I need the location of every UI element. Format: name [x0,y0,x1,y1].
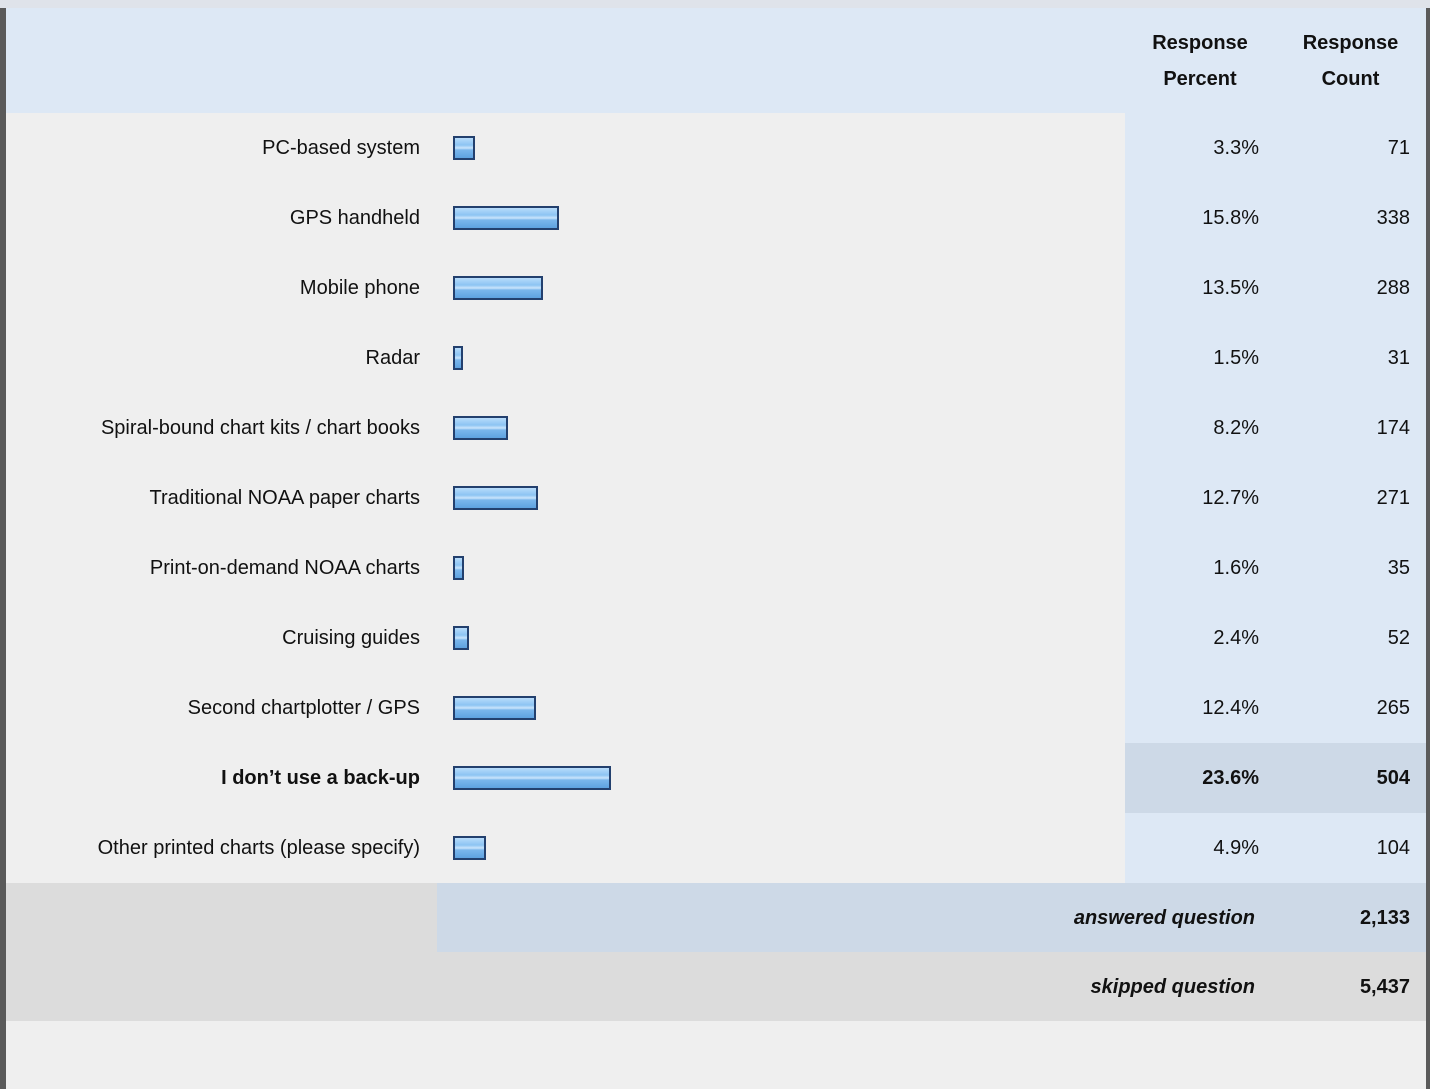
row-label: Mobile phone [299,277,420,299]
bar-cell [437,813,1125,883]
data-row: I don’t use a back-up 23.6% 504 [6,743,1426,813]
response-count: 338 [1275,183,1426,253]
bar-cell [437,323,1125,393]
skipped-count: 5,437 [1275,952,1426,1021]
data-row: GPS handheld 15.8% 338 [6,183,1426,253]
header-percent: Response Percent [1125,8,1275,113]
response-percent: 12.7% [1125,463,1275,533]
response-percent: 4.9% [1125,813,1275,883]
bar [453,626,470,650]
response-count: 104 [1275,813,1426,883]
bar-cell [437,183,1125,253]
response-count: 271 [1275,463,1426,533]
bar [453,416,508,440]
response-count: 52 [1275,603,1426,673]
bar [453,556,464,580]
answered-count: 2,133 [1275,883,1426,952]
response-count: 71 [1275,113,1426,183]
data-row: Spiral-bound chart kits / chart books 8.2… [6,393,1426,463]
response-count: 31 [1275,323,1426,393]
response-count: 174 [1275,393,1426,463]
response-count: 35 [1275,533,1426,603]
bar [453,346,464,370]
bar-cell [437,533,1125,603]
row-label: Cruising guides [282,627,420,649]
row-label: I don’t use a back-up [221,767,420,789]
bar-cell [437,253,1125,323]
row-label: PC-based system [262,137,420,159]
response-percent: 23.6% [1125,743,1275,813]
table: Response Percent Response Count PC-based… [6,8,1426,1021]
row-label: GPS handheld [289,207,420,229]
row-label: Radar [365,347,420,369]
response-percent: 12.4% [1125,673,1275,743]
response-count: 265 [1275,673,1426,743]
header-count: Response Count [1275,8,1426,113]
data-row: Print-on-demand NOAA charts 1.6% 35 [6,533,1426,603]
data-row: Radar 1.5% 31 [6,323,1426,393]
bar-cell [437,673,1125,743]
row-label: Second chartplotter / GPS [187,697,420,719]
row-label: Other printed charts (please specify) [97,837,420,859]
skipped-row: skipped question 5,437 [6,952,1426,1021]
response-percent: 3.3% [1125,113,1275,183]
row-label: Print-on-demand NOAA charts [149,557,420,579]
bar [453,276,544,300]
data-row: Cruising guides 2.4% 52 [6,603,1426,673]
header-row: Response Percent Response Count [6,8,1426,113]
response-percent: 1.5% [1125,323,1275,393]
response-percent: 8.2% [1125,393,1275,463]
bar-cell [437,603,1125,673]
answered-label: answered question [437,883,1275,952]
data-row: Second chartplotter / GPS 12.4% 265 [6,673,1426,743]
row-label: Traditional NOAA paper charts [149,487,421,509]
bar-cell [437,463,1125,533]
response-percent: 13.5% [1125,253,1275,323]
footer-blank [6,883,437,952]
response-percent: 1.6% [1125,533,1275,603]
bar-cell [437,113,1125,183]
skipped-label: skipped question [437,952,1275,1021]
footer-blank [6,952,437,1021]
answered-row: answered question 2,133 [6,883,1426,952]
bar [453,136,476,160]
response-percent: 2.4% [1125,603,1275,673]
results-table: Response Percent Response Count PC-based… [0,8,1430,1089]
bar-cell [437,393,1125,463]
response-count: 288 [1275,253,1426,323]
data-row: Other printed charts (please specify) 4.9… [6,813,1426,883]
response-percent: 15.8% [1125,183,1275,253]
bar [453,696,537,720]
data-row: Traditional NOAA paper charts 12.7% 271 [6,463,1426,533]
bar [453,836,486,860]
row-label: Spiral-bound chart kits / chart books [100,417,420,439]
data-row: PC-based system 3.3% 71 [6,113,1426,183]
response-count: 504 [1275,743,1426,813]
data-row: Mobile phone 13.5% 288 [6,253,1426,323]
bar [453,206,559,230]
bar [453,486,539,510]
header-blank [6,8,1125,113]
bar [453,766,612,790]
bar-cell [437,743,1125,813]
